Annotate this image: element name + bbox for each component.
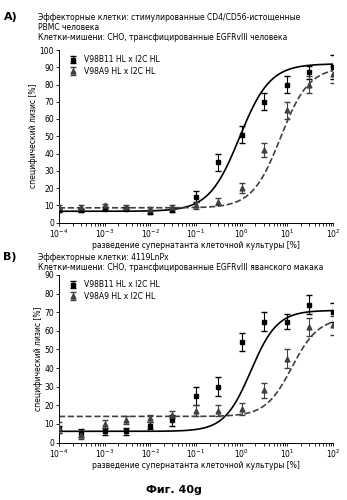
Text: Клетки-мишени: CHO, трансфицированные EGFRvIII яванского макака: Клетки-мишени: CHO, трансфицированные EG… <box>38 262 323 272</box>
Y-axis label: специфический лизис [%]: специфический лизис [%] <box>29 84 38 188</box>
X-axis label: разведение супернатанта клеточной культуры [%]: разведение супернатанта клеточной культу… <box>92 241 300 250</box>
Text: Эффекторные клетки: 4119LnPx: Эффекторные клетки: 4119LnPx <box>38 252 169 262</box>
Legend: V98B11 HL x I2C HL, V98A9 HL x I2C HL: V98B11 HL x I2C HL, V98A9 HL x I2C HL <box>63 279 161 302</box>
Text: B): B) <box>3 252 17 262</box>
Text: Клетки-мишени: CHO, трансфицированные EGFRvIII человека: Клетки-мишени: CHO, трансфицированные EG… <box>38 32 288 42</box>
Text: A): A) <box>3 12 17 22</box>
X-axis label: разведение супернатанта клеточной культуры [%]: разведение супернатанта клеточной культу… <box>92 461 300 470</box>
Y-axis label: специфический лизис [%]: специфический лизис [%] <box>34 306 43 411</box>
Text: PBMC человека: PBMC человека <box>38 22 100 32</box>
Text: Эффекторные клетки: стимулированные CD4/CD56-истощенные: Эффекторные клетки: стимулированные CD4/… <box>38 12 301 22</box>
Legend: V98B11 HL x I2C HL, V98A9 HL x I2C HL: V98B11 HL x I2C HL, V98A9 HL x I2C HL <box>63 54 161 77</box>
Text: Фиг. 40g: Фиг. 40g <box>145 485 202 495</box>
